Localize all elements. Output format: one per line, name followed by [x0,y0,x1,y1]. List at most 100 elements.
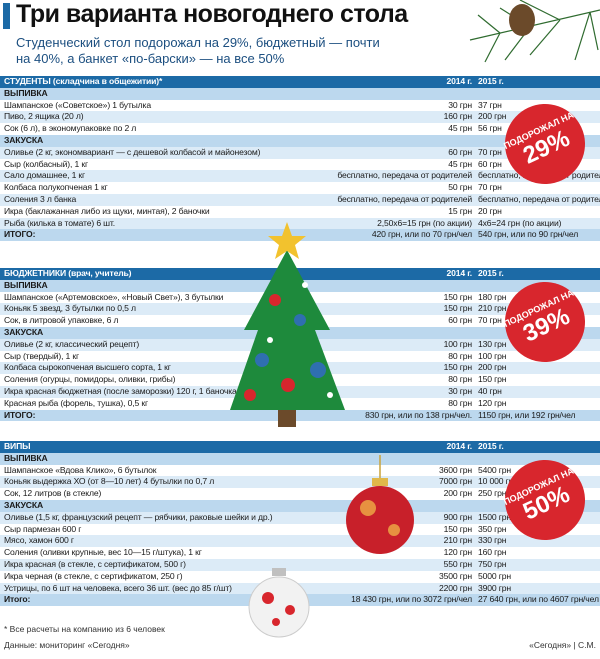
price-2014: 80 грн [448,397,472,408]
price-2015: 130 грн [478,338,507,349]
total-label: Итого: [4,594,31,605]
section-header: БЮДЖЕТНИКИ (врач, учитель) 2014 г. 2015 г. [0,268,600,280]
price-2014: 15 грн [448,205,472,216]
item-name: Оливье (1,5 кг, французский рецепт — ряб… [4,511,273,522]
col-2015: 2015 г. [478,268,504,278]
item-name: Сыр (твердый), 1 кг [4,350,80,361]
price-2015: 70 грн [478,182,502,193]
item-row: Оливье (2 кг, экономвариант — с дешевой … [0,146,600,159]
group-title: ВЫПИВКА [4,87,48,98]
group-title: ЗАКУСКА [4,134,44,145]
group-title: ВЫПИВКА [4,452,48,463]
price-2014: 550 грн [443,558,472,569]
item-row: Мясо, хамон 600 г 210 грн 330 грн [0,535,600,548]
price-2015: 5000 грн [478,570,511,581]
item-name: Сыр пармезан 600 г [4,523,82,534]
price-2015: 5400 грн [478,464,511,475]
price-2014: 30 грн [448,99,472,110]
item-row: Красная рыба (форель, тушка), 0,5 кг 80 г… [0,397,600,410]
item-row: Оливье (1,5 кг, французский рецепт — ряб… [0,511,600,524]
price-2015: 150 грн [478,374,507,385]
price-2015: 200 грн [478,111,507,122]
price-2014: 2200 грн [439,582,472,593]
price-2014: 900 грн [443,511,472,522]
item-row: Икра (баклажанная либо из щуки, минтая),… [0,205,600,218]
price-2014: 150 грн [443,291,472,302]
title: Три варианта новогоднего стола [16,0,408,28]
group-header: ЗАКУСКА [0,134,600,147]
item-row: Икра красная (в стекле, с сертификатом, … [0,558,600,571]
price-2015: 56 грн [478,123,502,134]
item-name: Колбаса сырокопченая высшего сорта, 1 кг [4,362,171,373]
item-name: Икра черная (в стекле, с сертификатом, 2… [4,570,183,581]
item-name: Сок, 12 литров (в стекле) [4,488,102,499]
item-name: Колбаса полукопченая 1 кг [4,182,108,193]
item-name: Коньяк выдержка ХО (от 8—10 лет) 4 бутыл… [4,476,215,487]
price-2015: 3900 грн [478,582,511,593]
item-row: Колбаса сырокопченая высшего сорта, 1 кг… [0,362,600,375]
item-row: Рыба (килька в томате) 6 шт. 2,50х6=15 гр… [0,217,600,230]
item-row: Сок (6 л), в экономупаковке по 2 л 45 грн… [0,123,600,135]
item-row: Устрицы, по 6 шт на человека, всего 36 ш… [0,582,600,595]
price-2014: 45 грн [448,158,472,169]
price-2015: 60 грн [478,158,502,169]
total-row: ИТОГО: 830 грн, или по 138 грн/чел. 1150 г… [0,409,600,422]
item-name: Устрицы, по 6 шт на человека, всего 36 ш… [4,582,232,593]
item-row: Сок, 12 литров (в стекле) 200 грн 250 грн [0,488,600,500]
price-2015: бесплатно, передача от родителей [478,193,600,204]
price-2014: 150 грн [443,303,472,314]
item-row: Колбаса полукопченая 1 кг 50 грн 70 грн [0,182,600,194]
group-header: ЗАКУСКА [0,499,600,512]
pine-branch [469,0,600,63]
price-2014: 100 грн [443,338,472,349]
total-2015: 27 640 грн, или по 4607 грн/чел [478,594,599,605]
price-2015: 180 грн [478,291,507,302]
total-2014: 830 грн, или по 138 грн/чел. [365,409,472,420]
col-2015: 2015 г. [478,441,504,451]
subtitle: Студенческий стол подорожал на 29%, бюдж… [16,35,380,66]
group-header: ВЫПИВКА [0,452,600,465]
col-2014: 2014 г. [446,76,472,86]
price-2014: 60 грн [448,146,472,157]
item-name: Соления (огурцы, помидоры, оливки, грибы… [4,374,176,385]
price-2015: 100 грн [478,350,507,361]
item-name: Мясо, хамон 600 г [4,535,74,546]
item-name: Соления 3 л банка [4,193,77,204]
credit: «Сегодня» | С.М. [529,640,596,650]
price-2015: 160 грн [478,547,507,558]
price-2015: 37 грн [478,99,502,110]
item-row: Сыр (колбасный), 1 кг 45 грн 60 грн [0,158,600,171]
price-2015: 750 грн [478,558,507,569]
price-2014: 3600 грн [439,464,472,475]
item-row: Икра черная (в стекле, с сертификатом, 2… [0,570,600,583]
price-2015: 200 грн [478,362,507,373]
item-name: Икра (баклажанная либо из щуки, минтая),… [4,205,210,216]
price-2014: 160 грн [443,111,472,122]
item-row: Сыр пармезан 600 г 150 грн 350 грн [0,523,600,536]
total-2015: 540 грн, или по 90 грн/чел [478,229,579,240]
price-2015: 40 грн [478,385,502,396]
item-name: Сало домашнее, 1 кг [4,170,86,181]
group-title: ЗАКУСКА [4,326,44,337]
item-name: Шампанское («Советское») 1 бутылка [4,99,151,110]
item-row: Икра красная бюджетная (после заморозки)… [0,385,600,398]
price-2015: 330 грн [478,535,507,546]
col-2014: 2014 г. [446,268,472,278]
col-2014: 2014 г. [446,441,472,451]
price-2014: 80 грн [448,374,472,385]
group-title: ЗАКУСКА [4,499,44,510]
item-name: Рыба (килька в томате) 6 шт. [4,217,116,228]
section-header: ВИПЫ 2014 г. 2015 г. [0,441,600,453]
section-title: ВИПЫ [4,441,31,451]
total-label: ИТОГО: [4,409,36,420]
price-2015: 4х6=24 грн (по акции) [478,217,562,228]
item-name: Икра красная бюджетная (после заморозки)… [4,385,237,396]
section-title: СТУДЕНТЫ (складчина в общежитии)* [4,76,163,86]
item-name: Сок, в литровой упаковке, 6 л [4,315,119,326]
item-row: Соления (оливки крупные, вес 10—15 г/шту… [0,547,600,559]
title-bar [3,3,10,29]
price-2014: 50 грн [448,182,472,193]
section: ВИПЫ 2014 г. 2015 г. ВЫПИВКА Шампанское «Вдо… [0,441,600,607]
col-2015: 2015 г. [478,76,504,86]
